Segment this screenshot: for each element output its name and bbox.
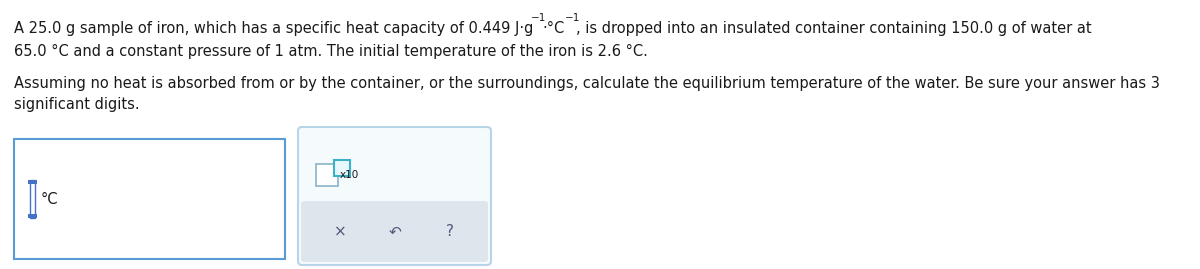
Text: ?: ? (446, 224, 454, 239)
FancyBboxPatch shape (301, 201, 488, 262)
Bar (316, 164, 338, 186)
Text: −1: −1 (565, 13, 581, 23)
Text: ·°C: ·°C (542, 21, 564, 36)
Text: , is dropped into an insulated container containing 150.0 g of water at: , is dropped into an insulated container… (576, 21, 1092, 36)
Bar (14, 139, 286, 259)
Bar (28, 214, 37, 218)
Text: significant digits.: significant digits. (14, 97, 139, 112)
Text: ↶: ↶ (389, 224, 401, 239)
Text: Assuming no heat is absorbed from or by the container, or the surroundings, calc: Assuming no heat is absorbed from or by … (14, 76, 1160, 91)
Bar (30, 180, 35, 218)
Text: x10: x10 (340, 170, 359, 180)
Text: ×: × (334, 224, 347, 239)
FancyBboxPatch shape (298, 127, 491, 265)
Text: 65.0 °C and a constant pressure of 1 atm. The initial temperature of the iron is: 65.0 °C and a constant pressure of 1 atm… (14, 44, 648, 59)
Bar (334, 160, 350, 176)
Text: −1: −1 (530, 13, 546, 23)
Bar (28, 180, 37, 184)
Text: A 25.0 g sample of iron, which has a specific heat capacity of 0.449 J·g: A 25.0 g sample of iron, which has a spe… (14, 21, 533, 36)
Text: °C: °C (41, 192, 59, 207)
